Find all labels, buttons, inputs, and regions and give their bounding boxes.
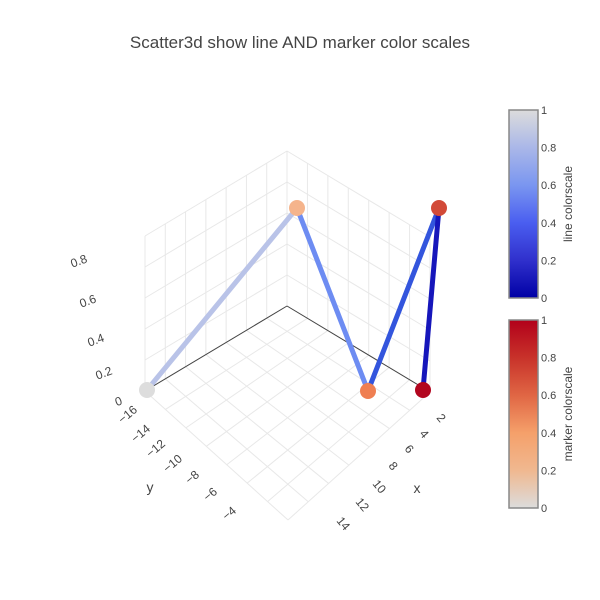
grid-line [165, 317, 308, 410]
colorbar-tick-label: 0 [541, 293, 547, 305]
y-tick-label: −4 [219, 503, 239, 523]
x-tick-label: 12 [353, 495, 373, 514]
marker-layer [139, 200, 447, 399]
y-axis-label: y [147, 479, 154, 495]
grid-line [205, 342, 349, 447]
z-tick-label: 0.8 [69, 252, 90, 271]
tick-layer: 00.20.40.60.8−16−14−12−10−8−6−4y24681012… [69, 252, 449, 534]
colorbar-tick-label: 0.2 [541, 255, 556, 267]
z-tick-label: 0.2 [94, 364, 115, 383]
colorbar-tick-label: 0.2 [541, 465, 556, 477]
data-point [431, 200, 447, 216]
data-point [360, 383, 376, 399]
x-tick-label: 10 [370, 477, 390, 496]
grid-line [286, 181, 431, 269]
grid-line [266, 317, 410, 411]
x-axis-line [286, 305, 431, 393]
colorbar-tick-label: 1 [541, 315, 547, 327]
line-colorbar [508, 109, 539, 299]
colorbar-layer: 0 0.2 0.4 0.6 0.8 1 line colorscale 0 0.2 0.4 0.6 0… [508, 105, 575, 515]
colorbar-tick-label: 0.4 [541, 218, 556, 230]
chart-title: Scatter3d show line AND marker color sca… [129, 33, 471, 52]
grid-line [164, 378, 309, 503]
grid-line [185, 366, 329, 484]
colorbar-tick-label: 1 [541, 105, 547, 117]
z-tick-label: 0.4 [86, 331, 107, 350]
grid-line [144, 274, 288, 361]
marker-colorbar [508, 319, 539, 509]
colorbar-tick-label: 0.6 [541, 180, 556, 192]
x-tick-label: 6 [402, 442, 417, 456]
grid-line [144, 181, 288, 268]
grid-line [287, 391, 431, 521]
x-tick-label: 8 [386, 459, 401, 473]
y-tick-label: −6 [200, 484, 220, 504]
line-layer [144, 205, 442, 394]
grid-line [286, 243, 431, 331]
grid-line [286, 274, 431, 362]
x-axis-label: x [414, 480, 421, 496]
grid-line [205, 354, 350, 466]
axis-layer [144, 305, 431, 393]
grid-line [225, 342, 370, 448]
grid-line [246, 329, 390, 429]
y-tick-label: −10 [160, 451, 185, 475]
colorbar-tick-label: 0.8 [541, 353, 556, 365]
y-tick-label: −12 [143, 436, 168, 460]
grid-line [185, 330, 329, 429]
grid-line [267, 379, 410, 502]
line-segment [294, 205, 371, 394]
z-tick-label: 0 [113, 394, 124, 410]
colorbar-tick-label: 0.4 [541, 428, 556, 440]
x-tick-label: 14 [334, 514, 354, 533]
colorbar-tick-label: 0 [541, 503, 547, 515]
grid-line [144, 243, 288, 330]
z-tick-label: 0.6 [78, 292, 99, 311]
grid-line [286, 212, 431, 300]
line-segment [144, 205, 300, 393]
y-tick-label: −8 [182, 467, 202, 487]
data-point [289, 200, 305, 216]
grid-line [144, 212, 288, 299]
colorbar-title: marker colorscale [561, 366, 575, 461]
grid-line [286, 150, 431, 238]
line-segment [420, 205, 442, 393]
colorbar-title: line colorscale [561, 166, 575, 242]
y-axis-line [144, 305, 288, 392]
data-point [139, 382, 155, 398]
colorbar-tick-label: 0.6 [541, 390, 556, 402]
line-segment [365, 205, 442, 394]
y-tick-label: −14 [128, 421, 153, 445]
grid-line [226, 354, 370, 466]
grid-line [144, 390, 289, 521]
colorbar-tick-label: 0.8 [541, 143, 556, 155]
x-tick-label: 4 [417, 427, 432, 441]
data-point [415, 382, 431, 398]
grid-line [144, 150, 288, 237]
x-tick-label: 2 [434, 411, 449, 425]
